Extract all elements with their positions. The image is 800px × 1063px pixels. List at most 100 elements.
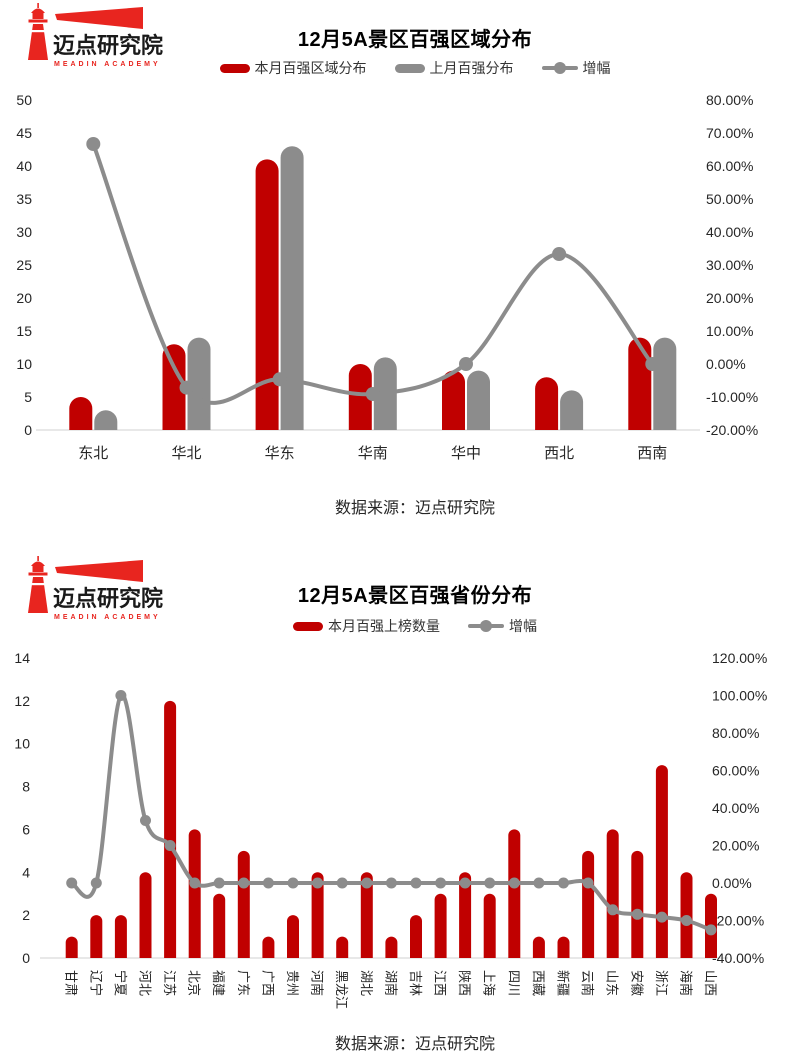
x-axis-label: 宁夏 [113, 970, 128, 996]
x-axis-label: 上海 [482, 970, 497, 996]
logo-name: 迈点研究院 [53, 586, 163, 611]
logo-subtitle: MEADIN ACADEMY [54, 61, 161, 68]
bar-江苏 [164, 700, 177, 958]
line-marker-海南 [681, 915, 692, 926]
data-source-regional: 数据来源：迈点研究院 [334, 500, 495, 517]
left-axis-tick: 35 [16, 191, 32, 207]
line-marker-华南 [365, 387, 380, 401]
right-axis-tick: 40.00% [706, 224, 753, 240]
line-marker-辽宁 [90, 877, 102, 889]
bar-吉林 [410, 915, 422, 958]
x-axis-label: 贵州 [285, 970, 300, 996]
bar-西南 [653, 337, 677, 430]
x-axis-label: 西北 [544, 445, 574, 462]
legend-regional: 本月百强区域分布 上月百强分布 增幅 [30, 58, 800, 78]
right-axis-tick: 60.00% [706, 158, 753, 174]
line-marker-西藏 [533, 877, 545, 889]
right-axis-tick: 0.00% [706, 356, 746, 372]
x-axis-label: 河南 [310, 970, 325, 996]
x-axis-label: 浙江 [654, 970, 669, 996]
meadin-logo: 迈点研究院 MEADIN ACADEMY [28, 3, 163, 68]
logo-name: 迈点研究院 [53, 33, 163, 58]
right-axis-tick: 120.00% [712, 650, 767, 666]
bar-上海 [483, 893, 496, 958]
x-axis-label: 西南 [637, 445, 667, 462]
line-marker-黑龙江 [336, 877, 348, 889]
x-axis-label: 华北 [171, 445, 201, 462]
bar-陕西 [459, 872, 472, 958]
line-marker-广东 [238, 877, 250, 889]
bar-西南 [628, 337, 652, 430]
right-axis-tick: 70.00% [706, 125, 753, 141]
bar-湖南 [385, 936, 398, 958]
bar-江西 [434, 893, 447, 958]
bar-山东 [606, 829, 619, 958]
left-axis-tick: 20 [16, 290, 32, 306]
chart-title-province: 12月5A景区百强省份分布 [297, 585, 533, 608]
left-axis-tick: 15 [16, 323, 32, 339]
line-marker-湖北 [361, 877, 373, 889]
x-axis-label: 山东 [605, 970, 620, 996]
x-axis-label: 陕西 [457, 970, 472, 996]
bar-西藏 [532, 936, 545, 958]
meadin-logo: 迈点研究院 MEADIN ACADEMY [28, 556, 163, 621]
left-axis-tick: 5 [24, 389, 32, 405]
red-bar-swatch-icon [219, 63, 250, 73]
lighthouse-icon [28, 3, 48, 60]
left-axis-tick: 12 [14, 693, 30, 709]
line-marker-东北 [86, 137, 101, 151]
line-marker-华东 [272, 372, 287, 387]
bar-华北 [187, 337, 211, 430]
line-swatch-icon [468, 620, 504, 632]
province-distribution-chart: 14 12 10 8 6 4 2 0 120.00% 100.00% 80.00% 60.00% 40.… [14, 650, 767, 1009]
bar-西北 [560, 390, 584, 430]
bar-河北 [139, 872, 152, 958]
x-axis-label: 华南 [358, 445, 388, 462]
bar-辽宁 [90, 915, 103, 958]
x-axis-label: 江西 [433, 970, 448, 996]
line-marker-北京 [189, 877, 201, 889]
left-axis-tick: 4 [22, 864, 30, 880]
right-axis-tick: 40.00% [712, 800, 759, 816]
line-marker-陕西 [459, 877, 471, 889]
right-axis-tick: 100.00% [712, 688, 767, 704]
left-axis-tick: 0 [24, 422, 32, 438]
x-axis-label: 云南 [580, 970, 595, 996]
left-axis-tick: 14 [14, 650, 30, 666]
left-axis-tick: 45 [16, 125, 32, 141]
x-axis-label: 海南 [679, 970, 694, 996]
bar-新疆 [557, 936, 570, 958]
line-marker-河南 [312, 877, 324, 889]
line-marker-新疆 [558, 877, 569, 889]
right-axis-tick: 20.00% [706, 290, 753, 306]
bar-西北 [535, 377, 559, 430]
left-axis-tick: 40 [16, 158, 32, 174]
line-marker-华中 [459, 357, 473, 371]
line-marker-吉林 [410, 877, 422, 889]
right-axis-tick: -10.00% [706, 389, 758, 405]
bar-东北 [69, 397, 93, 430]
right-axis-tick: 20.00% [712, 838, 759, 854]
x-axis-label: 江苏 [162, 970, 177, 996]
left-axis-tick: 10 [14, 736, 30, 752]
right-axis-tick: 0.00% [712, 875, 752, 891]
line-marker-云南 [582, 877, 594, 889]
bar-华南 [348, 364, 372, 430]
left-axis-tick: 2 [22, 907, 30, 923]
legend-item-growth: 增幅 [468, 616, 537, 636]
lighthouse-icon [28, 556, 48, 613]
regional-distribution-chart: 5045403530252015105080.00%70.00%60.00%50… [16, 92, 758, 462]
logo-subtitle: MEADIN ACADEMY [54, 614, 161, 621]
x-axis-label: 新疆 [556, 970, 571, 996]
x-axis-label: 山西 [703, 970, 718, 996]
left-axis-tick: 25 [16, 257, 32, 273]
bar-华北 [162, 344, 186, 430]
line-marker-福建 [213, 877, 225, 889]
legend-item-last-month: 上月百强分布 [394, 58, 514, 78]
left-axis-tick: 8 [22, 779, 30, 795]
right-axis-tick: 30.00% [706, 257, 753, 273]
bar-黑龙江 [336, 936, 349, 958]
line-marker-广西 [262, 877, 274, 889]
line-marker-江西 [435, 877, 447, 889]
